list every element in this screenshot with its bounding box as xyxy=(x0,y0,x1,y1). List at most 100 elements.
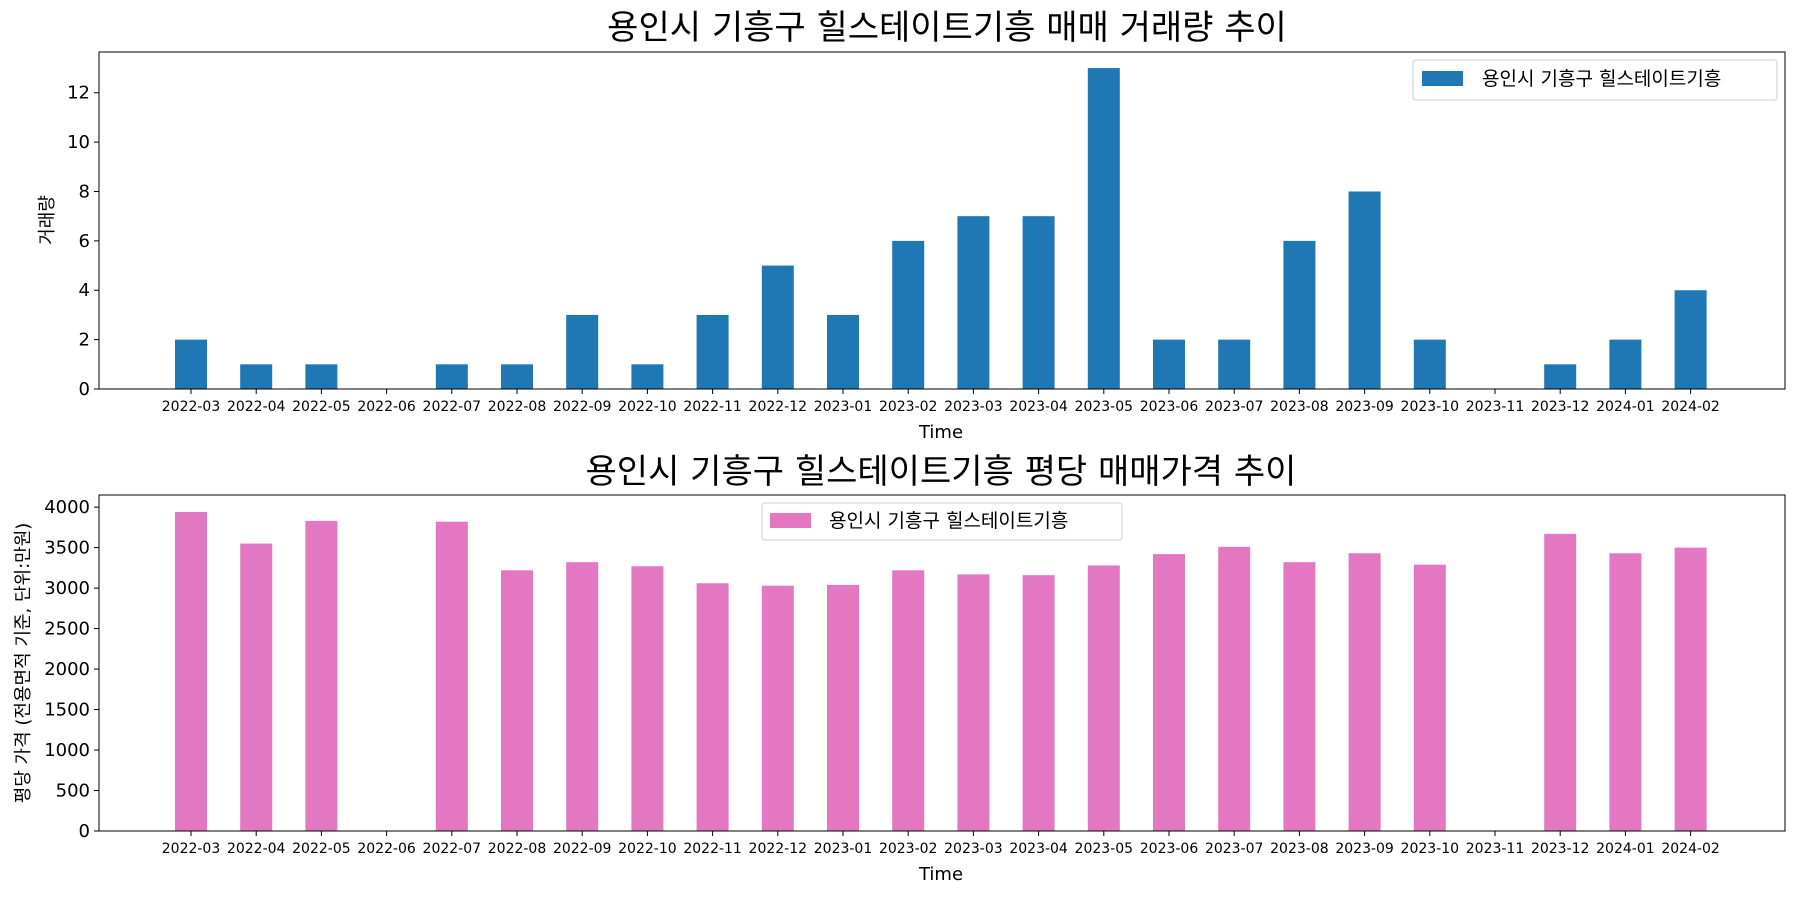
legend-swatch xyxy=(770,513,811,528)
y-axis-ticks: 0 500 1000 1500 2000 2500 3000 3500 4000 xyxy=(44,497,99,842)
x-tick-label: 2023-06 xyxy=(1140,841,1199,857)
bar-2023-12 xyxy=(1544,533,1577,831)
y-axis-label: 거래량 xyxy=(37,195,58,245)
bar-2023-05 xyxy=(1087,68,1120,390)
bar-2023-09 xyxy=(1348,191,1381,389)
legend: 용인시 기흥구 힐스테이트기흥 xyxy=(1412,59,1778,101)
x-tick-label: 2022-11 xyxy=(683,399,742,415)
bar-2022-03 xyxy=(175,512,207,831)
plot-frame xyxy=(98,51,1786,390)
x-tick-label: 2022-05 xyxy=(292,399,351,415)
x-tick-label: 2023-05 xyxy=(1075,841,1134,857)
x-tick-label: 2023-03 xyxy=(944,841,1003,857)
x-axis-label: Time xyxy=(918,864,963,885)
x-tick-label: 2023-03 xyxy=(944,399,1003,415)
bar-2023-05 xyxy=(1087,565,1120,831)
x-tick-label: 2022-04 xyxy=(227,841,286,857)
y-tick-label: 0 xyxy=(79,379,90,400)
x-tick-label: 2023-05 xyxy=(1075,399,1134,415)
y-tick-label: 1000 xyxy=(44,740,90,761)
y-tick-label: 1500 xyxy=(44,700,90,721)
bar-2023-03 xyxy=(957,216,990,389)
bar-2022-08 xyxy=(501,364,533,389)
x-tick-label: 2022-11 xyxy=(683,841,742,857)
x-tick-label: 2022-04 xyxy=(227,399,286,415)
x-tick-label: 2023-02 xyxy=(879,399,938,415)
bar-2022-10 xyxy=(631,566,664,831)
bar-2022-05 xyxy=(305,364,338,389)
bar-2022-12 xyxy=(761,265,794,389)
y-tick-label: 2 xyxy=(79,330,90,351)
bar-2023-08 xyxy=(1283,240,1316,389)
y-axis-label: 평당 가격 (전용면적 기준, 단위:만원) xyxy=(13,523,34,804)
y-tick-label: 6 xyxy=(79,231,90,252)
x-tick-label: 2022-06 xyxy=(357,399,416,415)
price-chart: 용인시 기흥구 힐스테이트기흥 평당 매매가격 추이 0 500 1000 1500 2… xyxy=(13,452,1786,885)
bar-2023-08 xyxy=(1283,562,1316,831)
bar-2023-09 xyxy=(1348,553,1381,831)
bars xyxy=(175,68,1707,390)
x-tick-label: 2022-10 xyxy=(618,399,677,415)
y-tick-label: 8 xyxy=(79,181,90,202)
x-tick-label: 2023-07 xyxy=(1205,399,1264,415)
x-tick-label: 2022-03 xyxy=(162,399,221,415)
x-tick-label: 2022-10 xyxy=(618,841,677,857)
x-tick-label: 2023-01 xyxy=(814,841,873,857)
x-tick-label: 2022-06 xyxy=(357,841,416,857)
legend-frame xyxy=(1412,59,1778,101)
bar-2023-01 xyxy=(827,584,859,831)
bar-2024-01 xyxy=(1609,553,1642,831)
bar-2022-10 xyxy=(631,364,664,389)
bar-2023-04 xyxy=(1022,575,1055,831)
chart-title: 용인시 기흥구 힐스테이트기흥 평당 매매가격 추이 xyxy=(586,452,1297,492)
bar-2023-04 xyxy=(1022,216,1055,389)
bar-2022-07 xyxy=(435,364,468,389)
x-tick-label: 2023-09 xyxy=(1335,399,1394,415)
x-tick-label: 2023-08 xyxy=(1270,399,1329,415)
x-tick-label: 2022-12 xyxy=(749,399,808,415)
bar-2022-08 xyxy=(501,570,533,831)
x-tick-label: 2023-04 xyxy=(1009,841,1068,857)
legend-label: 용인시 기흥구 힐스테이트기흥 xyxy=(1482,68,1721,90)
x-tick-label: 2023-11 xyxy=(1466,399,1525,415)
bar-2023-10 xyxy=(1413,339,1446,389)
bar-2022-04 xyxy=(240,364,273,389)
y-tick-label: 2000 xyxy=(44,659,90,680)
x-tick-label: 2022-07 xyxy=(423,841,482,857)
bar-2024-02 xyxy=(1674,290,1707,389)
y-tick-label: 10 xyxy=(67,132,90,153)
bar-2022-04 xyxy=(240,543,273,831)
bar-2022-03 xyxy=(175,339,207,389)
bar-2024-01 xyxy=(1609,339,1642,389)
bar-2022-09 xyxy=(566,562,599,831)
x-tick-label: 2023-12 xyxy=(1531,841,1590,857)
volume-chart: 용인시 기흥구 힐스테이트기흥 매매 거래량 추이 0 2 4 6 8 10 12 2022… xyxy=(37,8,1786,443)
y-tick-label: 0 xyxy=(79,821,90,842)
y-tick-label: 12 xyxy=(67,83,90,104)
bar-2023-07 xyxy=(1218,339,1251,389)
bar-2022-11 xyxy=(696,583,729,831)
y-tick-label: 3000 xyxy=(44,578,90,599)
x-tick-label: 2023-10 xyxy=(1401,841,1460,857)
bar-2023-03 xyxy=(957,574,990,831)
bar-2023-10 xyxy=(1413,564,1446,831)
x-axis-ticks: 2022-03 2022-04 2022-05 2022-06 2022-07 2022-… xyxy=(162,389,1720,415)
x-tick-label: 2023-06 xyxy=(1140,399,1199,415)
x-tick-label: 2024-02 xyxy=(1661,399,1720,415)
x-axis-ticks: 2022-03 2022-04 2022-05 2022-06 2022-07 2022-… xyxy=(162,831,1720,857)
legend-frame xyxy=(761,502,1123,541)
x-tick-label: 2023-01 xyxy=(814,399,873,415)
y-axis-ticks: 0 2 4 6 8 10 12 xyxy=(67,83,99,400)
chart-title: 용인시 기흥구 힐스테이트기흥 매매 거래량 추이 xyxy=(607,8,1287,48)
x-tick-label: 2022-08 xyxy=(488,841,547,857)
x-tick-label: 2022-09 xyxy=(553,841,612,857)
bar-2022-07 xyxy=(435,521,468,831)
bar-2023-01 xyxy=(827,314,859,389)
bar-2023-02 xyxy=(892,240,925,389)
x-tick-label: 2022-03 xyxy=(162,841,221,857)
y-tick-label: 2500 xyxy=(44,619,90,640)
plot-frame xyxy=(98,494,1786,832)
y-tick-label: 4 xyxy=(79,280,90,301)
bar-2023-06 xyxy=(1153,339,1185,389)
